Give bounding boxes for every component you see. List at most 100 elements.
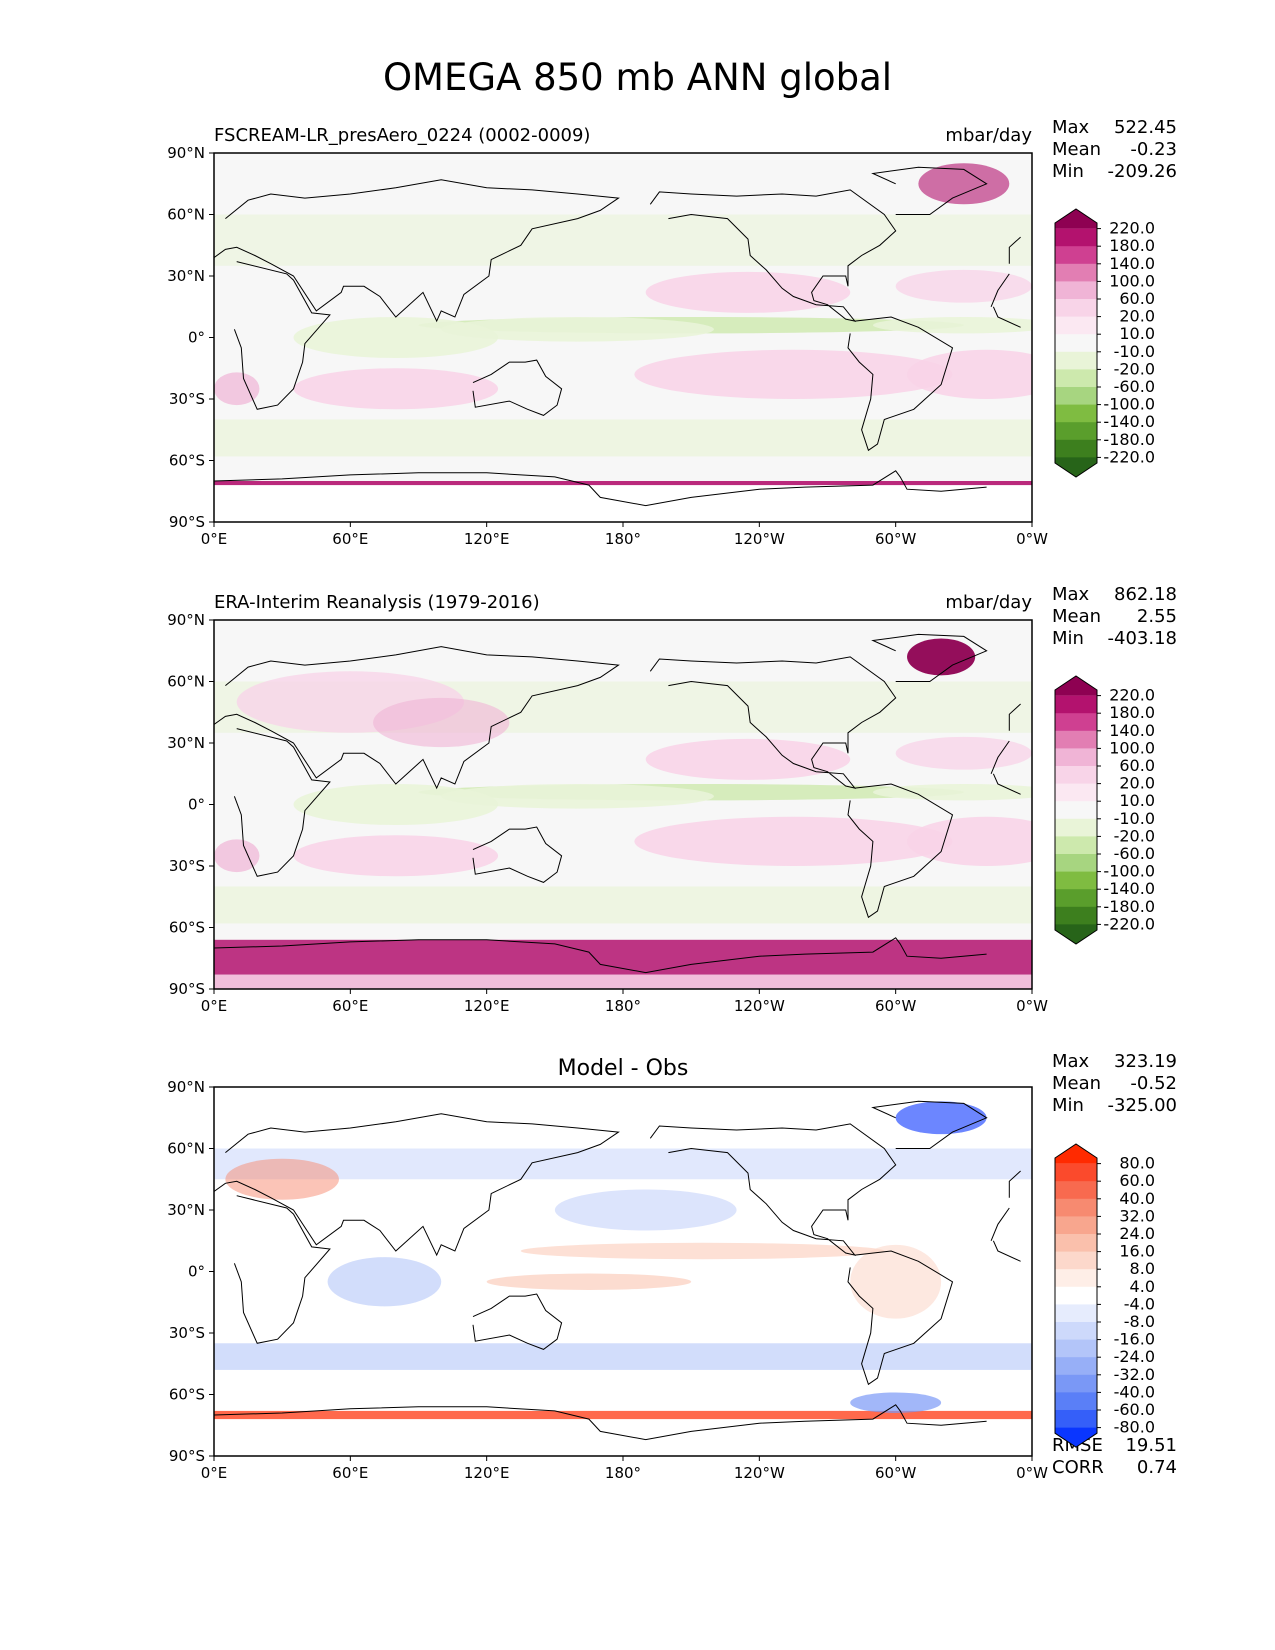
x-tick-label: 120°E bbox=[464, 1464, 510, 1482]
colorbar-swatch bbox=[1055, 1357, 1097, 1376]
x-tick-label: 0°E bbox=[201, 1464, 228, 1482]
coastline-samerica bbox=[847, 1250, 954, 1386]
colorbar-swatch bbox=[1055, 1322, 1097, 1341]
colorbar-label: 140.0 bbox=[1109, 721, 1155, 740]
colorbar-label: -8.0 bbox=[1124, 1312, 1155, 1331]
colorbar-label: -80.0 bbox=[1114, 1418, 1155, 1437]
northern-blue-band bbox=[214, 1148, 1032, 1180]
coastline-australia bbox=[472, 359, 563, 416]
field-layer bbox=[214, 163, 1032, 522]
stat-value: 522.45 bbox=[1114, 117, 1177, 138]
stat-value: -325.00 bbox=[1108, 1095, 1177, 1116]
colorbar-swatch bbox=[1055, 854, 1097, 873]
colorbar-label: -40.0 bbox=[1114, 1382, 1155, 1401]
y-tick-label: 30°N bbox=[167, 1201, 205, 1219]
panel-left-title: FSCREAM-LR_presAero_0224 (0002-0009) bbox=[214, 125, 590, 146]
colorbar-label: 40.0 bbox=[1119, 1189, 1155, 1208]
map-panel-1: 0°E 60°E 120°E 180° 120°W 60°W 0°W 90°N 60°N 30°N… bbox=[167, 117, 1177, 548]
colorbar-label: -24.0 bbox=[1114, 1347, 1155, 1366]
page-title: OMEGA 850 mb ANN global bbox=[382, 56, 893, 99]
coastline-namerica bbox=[649, 189, 897, 322]
angola-descent bbox=[214, 839, 260, 873]
samerica-diff bbox=[850, 1244, 942, 1319]
coastline-africa bbox=[990, 1207, 1010, 1241]
y-tick-label: 30°S bbox=[169, 390, 205, 408]
coastline-eurasia bbox=[214, 646, 620, 790]
panel-units: mbar/day bbox=[945, 592, 1032, 613]
subtropic-npac bbox=[645, 738, 851, 780]
colorbar-swatch bbox=[1055, 1198, 1097, 1217]
coastline-eurasia bbox=[214, 1113, 620, 1257]
itcz-west-pacific bbox=[441, 317, 714, 342]
colorbar-swatch bbox=[1055, 404, 1097, 423]
x-tick-label: 0°W bbox=[1016, 997, 1048, 1015]
colorbar-extend-top bbox=[1055, 676, 1097, 696]
y-tick-label: 90°S bbox=[169, 980, 205, 998]
coastline-namerica bbox=[649, 1123, 897, 1256]
colorbar-label: -100.0 bbox=[1103, 395, 1155, 414]
itcz-indian bbox=[293, 317, 499, 358]
coastline-eurasia bbox=[1008, 703, 1021, 731]
y-tick-label: 90°N bbox=[167, 611, 205, 629]
x-tick-label: 0°E bbox=[201, 530, 228, 548]
colorbar-label: -60.0 bbox=[1114, 1400, 1155, 1419]
coastline-africa bbox=[990, 740, 1010, 774]
y-tick-label: 90°S bbox=[169, 1447, 205, 1465]
colorbar-swatch bbox=[1055, 1216, 1097, 1235]
colorbar-label: 80.0 bbox=[1119, 1154, 1155, 1173]
greenland-edge bbox=[918, 163, 1010, 205]
colorbar-label: 100.0 bbox=[1109, 271, 1155, 290]
colorbar-label: 20.0 bbox=[1119, 774, 1155, 793]
stat-label: Min bbox=[1052, 628, 1084, 649]
stat-label: CORR bbox=[1052, 1457, 1104, 1478]
colorbar-label: -180.0 bbox=[1103, 897, 1155, 916]
colorbar-swatch bbox=[1055, 316, 1097, 335]
stat-label: Max bbox=[1052, 584, 1090, 605]
colorbar-swatch bbox=[1055, 387, 1097, 406]
stat-label: Min bbox=[1052, 161, 1084, 182]
colorbar-extend-bottom bbox=[1055, 1427, 1097, 1448]
subtropic-spac bbox=[634, 349, 953, 399]
x-tick-label: 60°E bbox=[332, 530, 368, 548]
x-tick-label: 180° bbox=[605, 1464, 641, 1482]
map-panel-3: 0°E 60°E 120°E 180° 120°W 60°W 0°W 90°N 60°N 30°N… bbox=[167, 1051, 1177, 1482]
x-tick-label: 120°W bbox=[734, 530, 785, 548]
colorbar-label: -10.0 bbox=[1114, 342, 1155, 361]
stat-label: Min bbox=[1052, 1095, 1084, 1116]
panel-left-title: ERA-Interim Reanalysis (1979-2016) bbox=[214, 592, 540, 613]
colorbar-label: -4.0 bbox=[1124, 1294, 1155, 1313]
antarctic-interior bbox=[214, 974, 1032, 989]
x-tick-label: 120°W bbox=[734, 997, 785, 1015]
colorbar-swatch bbox=[1055, 1374, 1097, 1393]
colorbar-label: 180.0 bbox=[1109, 703, 1155, 722]
coastline-africa bbox=[992, 773, 1021, 795]
colorbar-label: -60.0 bbox=[1114, 377, 1155, 396]
stat-label: Max bbox=[1052, 1051, 1090, 1072]
subtropic-satl bbox=[907, 816, 1032, 866]
colorbar-label: 60.0 bbox=[1119, 756, 1155, 775]
subtropic-npac bbox=[645, 271, 851, 313]
coastline-eurasia bbox=[1008, 236, 1021, 264]
stat-value: -209.26 bbox=[1108, 161, 1177, 182]
y-tick-label: 60°N bbox=[167, 206, 205, 224]
itcz-atlantic bbox=[872, 317, 1032, 334]
itcz-indian bbox=[293, 784, 499, 825]
colorbar-swatch bbox=[1055, 228, 1097, 247]
x-tick-label: 60°E bbox=[332, 1464, 368, 1482]
coastline-australia bbox=[472, 826, 563, 883]
colorbar-extend-top bbox=[1055, 209, 1097, 229]
stat-value: 862.18 bbox=[1114, 584, 1177, 605]
stat-value: 2.55 bbox=[1137, 606, 1177, 627]
colorbar-swatch bbox=[1055, 695, 1097, 714]
colorbar-swatch bbox=[1055, 1234, 1097, 1253]
antarctic-coast-diff bbox=[214, 1410, 1032, 1420]
x-tick-label: 180° bbox=[605, 997, 641, 1015]
pacific-red bbox=[486, 1273, 692, 1290]
y-tick-label: 30°S bbox=[169, 1324, 205, 1342]
colorbar-swatch bbox=[1055, 1410, 1097, 1429]
colorbar-swatch bbox=[1055, 1286, 1097, 1305]
stat-label: Max bbox=[1052, 117, 1090, 138]
x-tick-label: 0°E bbox=[201, 997, 228, 1015]
stat-value: -0.23 bbox=[1130, 139, 1177, 160]
coastline-eurasia bbox=[214, 179, 620, 323]
